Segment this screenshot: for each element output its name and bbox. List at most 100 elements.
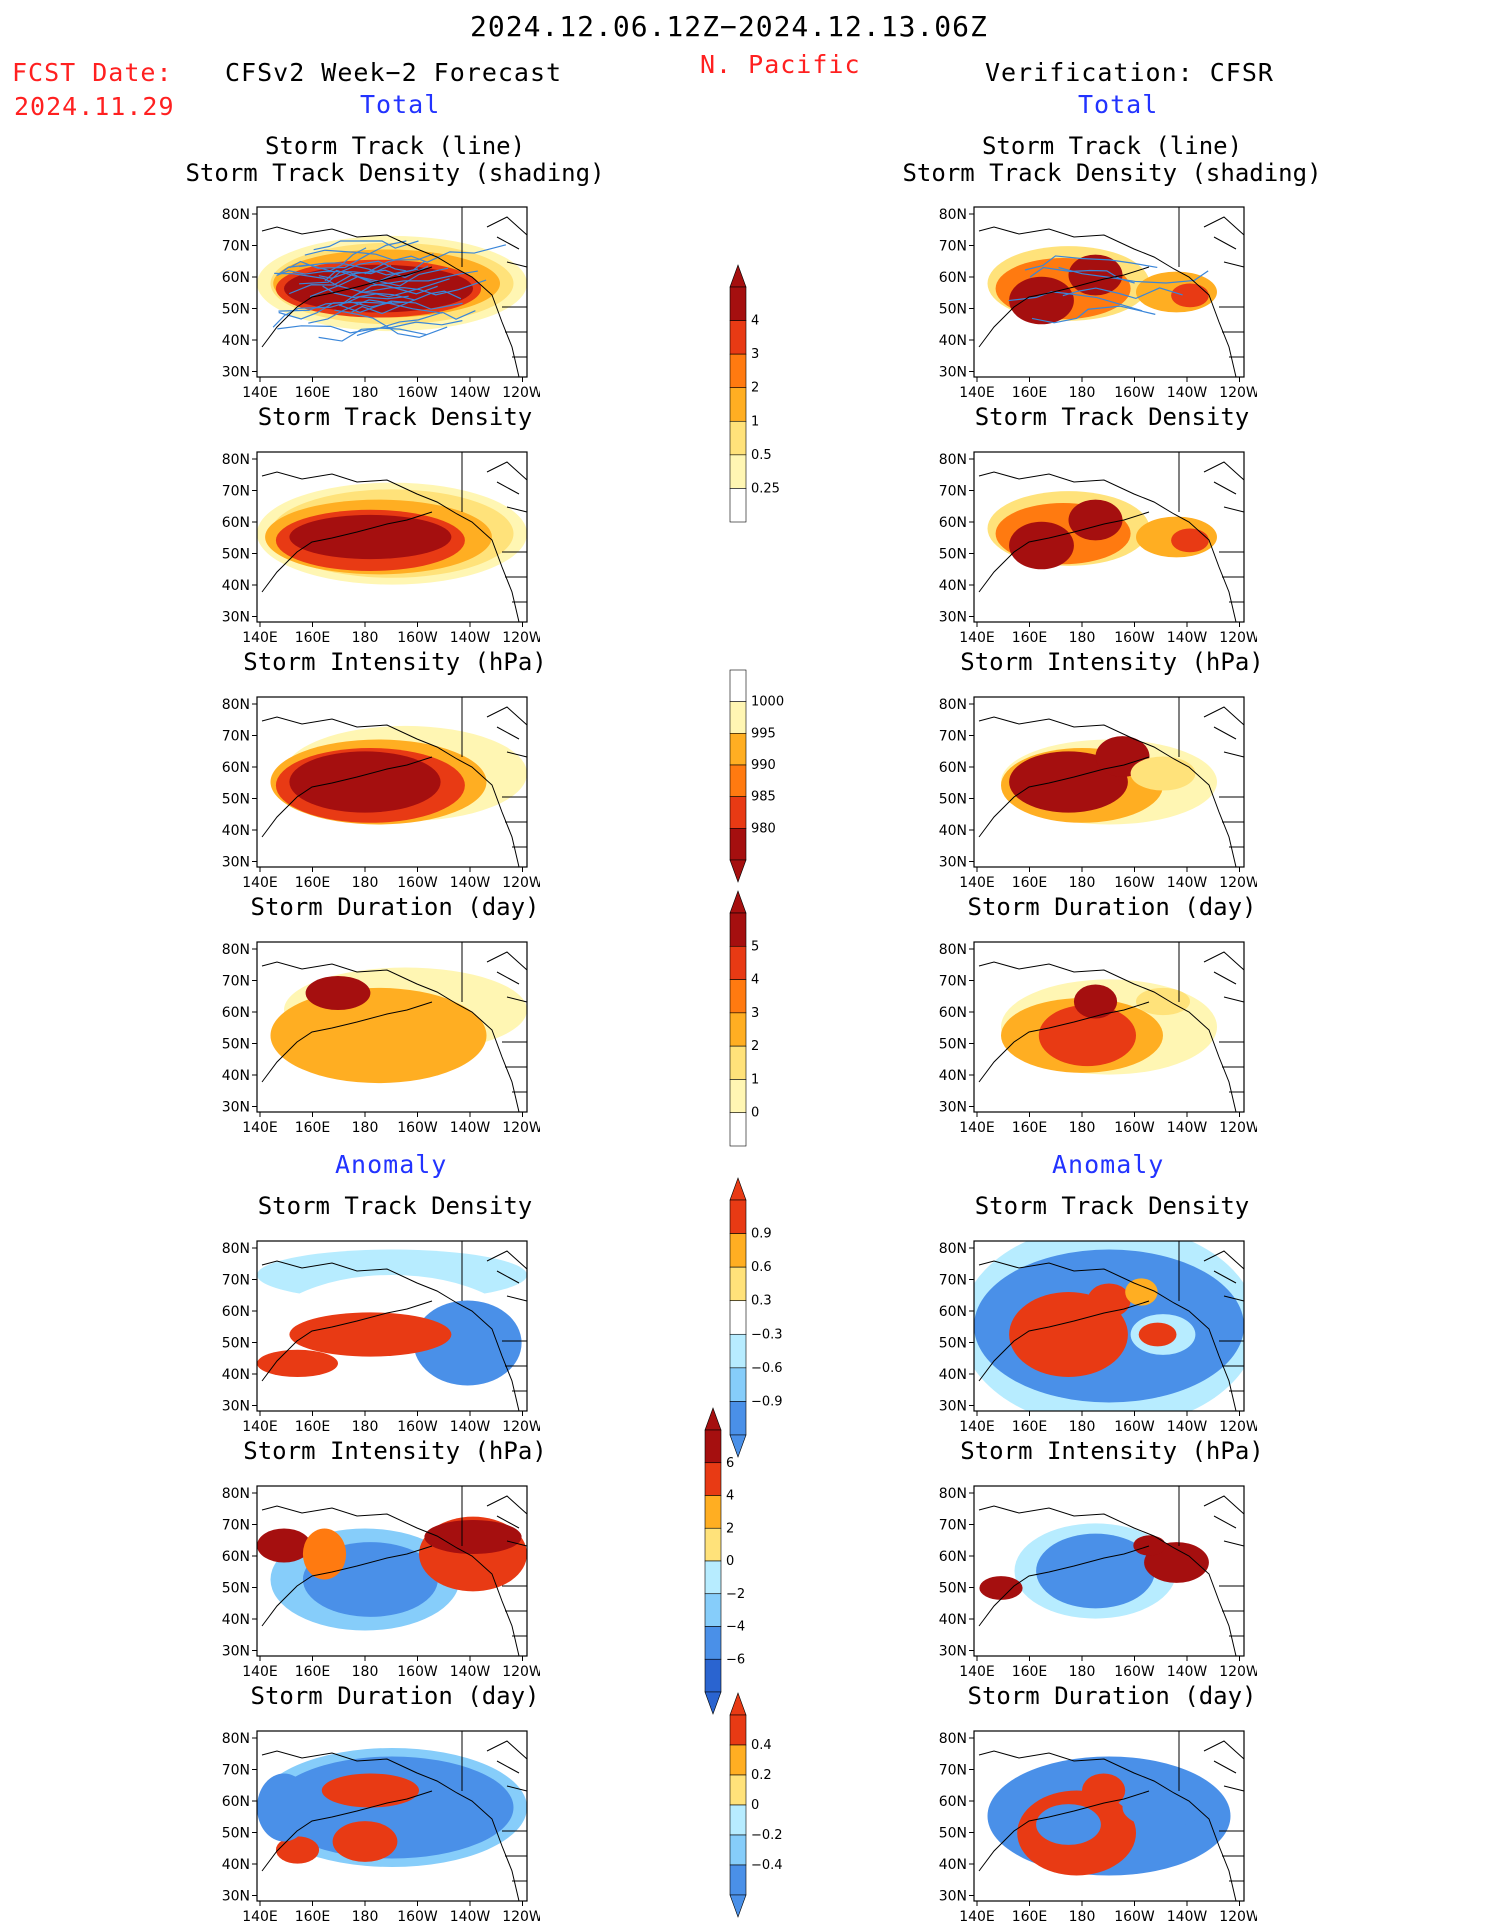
lat-tick-label: 70N: [939, 974, 967, 990]
colorbar-label: −4: [726, 1620, 745, 1635]
lon-tick-label: 160W: [397, 1664, 438, 1679]
lat-tick-label: 70N: [222, 239, 250, 255]
fcst-label: FCST Date:: [12, 58, 173, 87]
lat-tick-label: 70N: [939, 1763, 967, 1779]
shading-region: [424, 1520, 522, 1554]
colorbar-segment: [729, 286, 747, 321]
coastline: [261, 1731, 528, 1902]
lat-tick-label: 40N: [939, 1857, 967, 1873]
storm-track-line: [334, 309, 448, 339]
title-intensity-left: Storm Intensity (hPa): [243, 648, 547, 676]
lon-tick-label: 160E: [295, 1909, 331, 1924]
lon-tick-label: 120W: [502, 1120, 540, 1135]
lat-tick-label: 60N: [222, 515, 250, 531]
shading-region: [1122, 1787, 1204, 1828]
colorbar-segment: [729, 420, 747, 456]
lon-tick-label: 140W: [1167, 630, 1208, 645]
colorbar-segment: [729, 1804, 747, 1836]
title-track-shading-right: Storm Track Density (shading): [902, 159, 1322, 187]
lon-tick-label: 140W: [1167, 1909, 1208, 1924]
storm-track-line: [299, 260, 426, 276]
colorbar-segment: [704, 1658, 722, 1693]
lat-tick-label: 40N: [939, 823, 967, 839]
lon-tick-label: 140W: [450, 1664, 491, 1679]
colorbar-label: 0.3: [751, 1294, 772, 1309]
map-border: [256, 1240, 528, 1412]
lon-tick-label: 160E: [1012, 1120, 1048, 1135]
lat-tick-label: 80N: [939, 1241, 967, 1257]
colorbar-segment: [729, 764, 747, 797]
lon-tick-label: 160W: [1114, 630, 1155, 645]
map-border: [973, 941, 1245, 1113]
shading-region: [1125, 1278, 1158, 1306]
lon-tick-label: 140W: [1167, 1664, 1208, 1679]
colorbar-segment: [729, 1112, 747, 1147]
lat-tick-label: 80N: [222, 1241, 250, 1257]
lat-tick-label: 50N: [939, 1581, 967, 1597]
lon-tick-label: 160E: [1012, 385, 1048, 400]
date-range: 2024.12.06.12Z−2024.12.13.06Z: [470, 10, 988, 43]
shading-region: [1038, 1004, 1136, 1067]
shading-region: [413, 1300, 522, 1386]
colorbar-label: 1: [751, 1072, 759, 1087]
storm-track-line: [289, 240, 407, 269]
colorbar-label: 0.2: [751, 1768, 772, 1783]
lat-tick-label: 50N: [222, 1581, 250, 1597]
map-anom-intensity-verification: 80N 70N 60N 50N 40N 30N 140E 160E 180 160W 140W 120…: [939, 1485, 1257, 1679]
colorbar-segment: [729, 1045, 747, 1080]
storm-track-line: [277, 325, 427, 336]
colorbar-label: 0: [726, 1554, 734, 1569]
lat-tick-label: 50N: [222, 792, 250, 808]
lon-tick-label: 180: [1069, 1664, 1096, 1679]
lat-tick-label: 40N: [222, 578, 250, 594]
coastline: [978, 942, 1245, 1113]
lon-tick-label: 160E: [1012, 1909, 1048, 1924]
lon-tick-label: 160W: [1114, 1664, 1155, 1679]
map-anom-duration-verification: 80N 70N 60N 50N 40N 30N 140E 160E 180 160W 140W 120…: [939, 1730, 1257, 1924]
lon-tick-label: 140E: [959, 1909, 995, 1924]
lon-tick-label: 120W: [1219, 385, 1257, 400]
colorbar-label: 4: [726, 1489, 734, 1504]
colorbar-segment: [729, 488, 747, 523]
anomaly-left: Anomaly: [335, 1150, 448, 1179]
map-border: [256, 451, 528, 623]
lat-tick-label: 80N: [939, 1731, 967, 1747]
colorbar-label: 2: [726, 1521, 734, 1536]
storm-track-line: [1008, 291, 1143, 312]
storm-track-line: [304, 249, 434, 261]
colorbar-segment: [729, 1266, 747, 1302]
map-border: [256, 206, 528, 378]
lat-tick-label: 50N: [222, 302, 250, 318]
lon-tick-label: 140E: [242, 1419, 278, 1434]
colorbar-label: 0: [751, 1106, 759, 1121]
colorbar-label: 985: [751, 790, 776, 805]
colorbar-arrow-top: [729, 1177, 747, 1201]
lon-tick-label: 160W: [397, 1909, 438, 1924]
map-density-forecast: 80N 70N 60N 50N 40N 30N 140E 160E 180 160W 140W 120…: [222, 451, 540, 645]
colorbar-label: 0.4: [751, 1738, 772, 1753]
lat-tick-label: 40N: [939, 578, 967, 594]
lat-tick-label: 30N: [222, 365, 250, 381]
colorbar-segment: [704, 1626, 722, 1660]
map-border: [973, 206, 1245, 378]
shading-region: [275, 1836, 320, 1864]
lon-tick-label: 160E: [295, 1664, 331, 1679]
lon-tick-label: 140E: [959, 875, 995, 890]
colorbar-segment: [729, 1199, 747, 1234]
lat-tick-label: 30N: [939, 1889, 967, 1905]
map-intensity-verification: 80N 70N 60N 50N 40N 30N 140E 160E 180 160W 140W 120…: [939, 696, 1257, 890]
storm-track-line: [324, 267, 449, 287]
colorbar-label: −0.2: [751, 1828, 783, 1843]
lat-tick-label: 40N: [939, 1612, 967, 1628]
colorbar-segment: [729, 1012, 747, 1047]
lat-tick-label: 70N: [222, 484, 250, 500]
lon-tick-label: 160E: [295, 1419, 331, 1434]
lat-tick-label: 50N: [939, 792, 967, 808]
colorbar-segment: [729, 979, 747, 1014]
lon-tick-label: 180: [1069, 875, 1096, 890]
lat-tick-label: 60N: [939, 1794, 967, 1810]
shading-region: [289, 751, 441, 813]
storm-track-line: [318, 320, 463, 342]
lat-tick-label: 60N: [939, 515, 967, 531]
left-title: CFSv2 Week−2 Forecast: [225, 58, 563, 87]
